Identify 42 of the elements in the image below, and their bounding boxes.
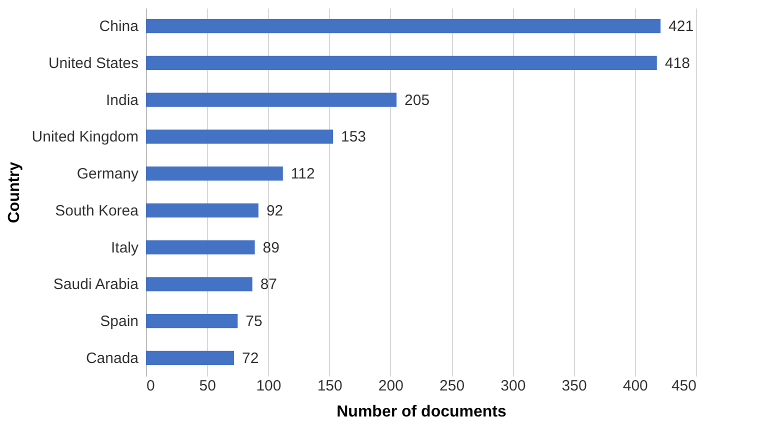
- y-tick-label: United Kingdom: [32, 128, 138, 146]
- y-tick-label: Germany: [76, 166, 139, 183]
- bar: [146, 350, 234, 365]
- x-axis-title: Number of documents: [336, 404, 506, 420]
- data-label: 205: [404, 92, 430, 109]
- bar: [146, 277, 252, 292]
- y-tick-label: Italy: [110, 239, 139, 256]
- y-tick-label: South Korea: [55, 202, 140, 220]
- y-tick-label: India: [106, 92, 140, 109]
- data-label: 92: [266, 202, 284, 220]
- y-axis-title: Country: [6, 162, 23, 224]
- bar: [146, 203, 258, 218]
- data-label: 72: [242, 350, 259, 367]
- data-label: 89: [262, 239, 280, 256]
- y-tick-label: United States: [48, 54, 138, 72]
- data-label: 421: [668, 18, 694, 36]
- x-tick-label: 0: [146, 378, 155, 394]
- data-label: 75: [246, 313, 262, 330]
- data-label: 112: [290, 166, 315, 183]
- y-tick-label: China: [99, 18, 140, 36]
- bar: [146, 314, 238, 328]
- x-tick-label: 450: [671, 378, 696, 394]
- x-tick-label: 50: [199, 378, 216, 394]
- bar: [146, 130, 333, 144]
- y-tick-label: Saudi Arabia: [53, 276, 140, 294]
- data-label: 418: [664, 54, 690, 72]
- bar: [146, 166, 283, 181]
- data-label: 153: [341, 128, 366, 146]
- bar: [146, 19, 661, 34]
- x-tick-label: 150: [317, 378, 342, 394]
- data-label: 87: [260, 276, 278, 294]
- bar: [146, 240, 255, 254]
- x-tick-label: 100: [256, 378, 282, 394]
- x-tick-label: 300: [500, 378, 526, 394]
- x-tick-label: 250: [440, 378, 465, 394]
- bar: [146, 92, 397, 107]
- y-tick-label: Canada: [86, 350, 140, 367]
- y-tick-label: Spain: [100, 313, 138, 330]
- x-tick-label: 400: [622, 378, 648, 394]
- x-tick-label: 200: [378, 378, 404, 394]
- x-tick-label: 350: [562, 378, 587, 394]
- bar: [146, 56, 657, 70]
